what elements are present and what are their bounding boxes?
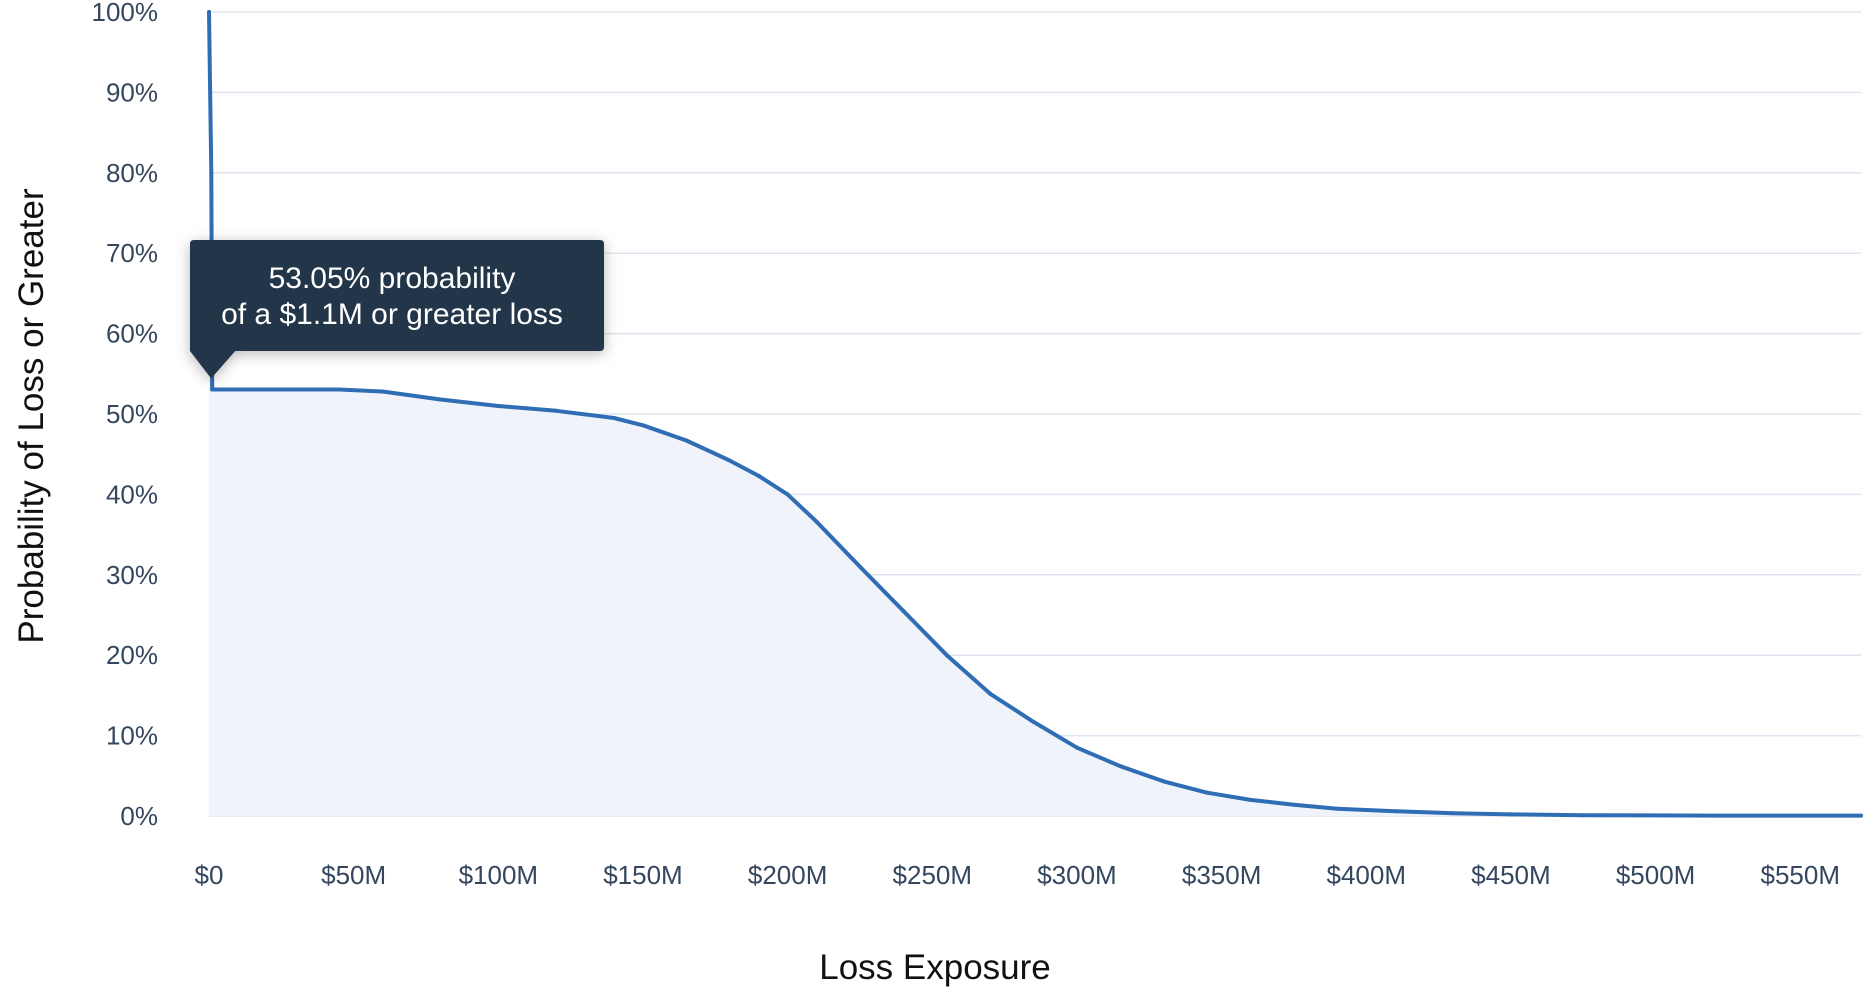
y-tick-label-100: 100% [92,0,159,27]
data-point-15 [857,564,862,569]
data-point-27 [1393,809,1398,814]
x-tick-label-0: $0 [195,860,224,890]
data-point-13 [785,492,790,497]
y-tick-label-0: 0% [120,801,158,831]
data-point-8 [612,416,617,421]
data-point-25 [1291,802,1296,807]
x-tick-label-300: $300M [1037,860,1117,890]
data-point-32 [1859,813,1863,818]
x-tick-label-450: $450M [1471,860,1551,890]
data-point-31 [1711,813,1716,818]
data-point-1 [209,170,214,175]
x-axis-title: Loss Exposure [819,948,1051,987]
data-point-14 [814,519,819,524]
data-point-19 [1031,719,1036,724]
data-point-5 [438,397,443,402]
data-point-6 [496,403,501,408]
y-tick-label-50: 50% [106,399,158,429]
data-point-12 [756,473,761,478]
data-point-18 [988,691,993,696]
y-tick-label-30: 30% [106,560,158,590]
data-point-17 [944,653,949,658]
tooltip-line-2: of a $1.1M or greater loss [221,298,563,331]
series-area [209,12,1861,816]
data-point-16 [901,608,906,613]
x-tick-label-250: $250M [893,860,973,890]
y-tick-label-70: 70% [106,238,158,268]
x-tick-label-150: $150M [603,860,683,890]
x-tick-label-550: $550M [1760,860,1840,890]
x-tick-label-350: $350M [1182,860,1262,890]
data-point-3 [337,387,342,392]
x-tick-label-400: $400M [1327,860,1407,890]
data-point-24 [1248,797,1253,802]
data-point-10 [684,438,689,443]
series-area-fill [209,12,1861,816]
x-tick-label-100: $100M [459,860,539,890]
data-point-20 [1074,745,1079,750]
data-point-2 [210,387,215,392]
data-point-4 [380,389,385,394]
data-point-23 [1205,790,1210,795]
data-point-29 [1508,812,1513,817]
data-point-28 [1451,811,1456,816]
y-tick-label-90: 90% [106,77,158,107]
tooltip-box [190,240,604,379]
y-tick-label-40: 40% [106,479,158,509]
data-point-26 [1335,806,1340,811]
data-point-7 [554,408,559,413]
x-tick-label-500: $500M [1616,860,1696,890]
x-tick-label-50: $50M [321,860,386,890]
tooltip-line-1: 53.05% probability [269,262,516,295]
series-line-group [207,10,1863,818]
y-tick-label-80: 80% [106,158,158,188]
data-point-30 [1581,813,1586,818]
data-point-9 [640,423,645,428]
x-tick-label-200: $200M [748,860,828,890]
data-point-0 [207,10,211,14]
data-point-22 [1161,779,1166,784]
y-tick-label-10: 10% [106,721,158,751]
y-tick-label-60: 60% [106,319,158,349]
tooltip-annotation: 53.05% probability of a $1.1M or greater… [190,240,604,379]
y-axis-tick-labels: 0% 10% 20% 30% 40% 50% 60% 70% 80% 90% 100% [92,0,159,831]
x-axis-tick-labels: $0 $50M $100M $150M $200M $250M $300M $350M $400… [195,860,1840,890]
y-tick-label-20: 20% [106,640,158,670]
data-point-11 [727,458,732,463]
y-axis-title: Probability of Loss or Greater [12,188,51,644]
data-point-21 [1118,764,1123,769]
